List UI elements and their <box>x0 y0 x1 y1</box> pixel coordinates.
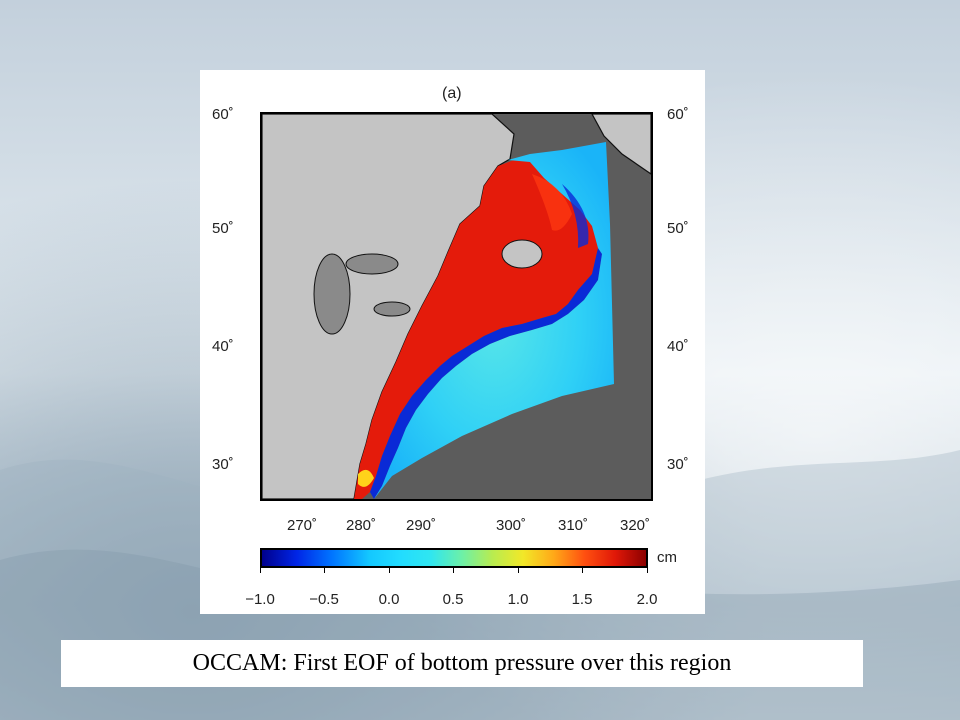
land-area <box>591 114 651 175</box>
lat-tick-left: 30˚ <box>212 456 234 473</box>
colorbar-tick-mark <box>453 568 454 573</box>
lon-tick: 320˚ <box>619 517 651 534</box>
colorbar-tick-mark <box>389 568 390 573</box>
lake-shape <box>345 253 399 275</box>
colorbar-tick-label: 2.0 <box>636 591 658 608</box>
lake-shape <box>373 301 411 317</box>
lon-tick: 270˚ <box>286 517 318 534</box>
colorbar-tick-label: −0.5 <box>309 591 339 608</box>
colorbar-unit: cm <box>657 549 677 566</box>
slide-caption: OCCAM: First EOF of bottom pressure over… <box>61 640 863 687</box>
lon-tick: 280˚ <box>345 517 377 534</box>
lat-tick-right: 50˚ <box>667 220 689 237</box>
colorbar-tick-label: 1.0 <box>507 591 529 608</box>
colorbar-tick-mark <box>647 568 648 573</box>
colorbar <box>260 548 648 568</box>
lat-tick-left: 40˚ <box>212 338 234 355</box>
colorbar-tick-mark <box>582 568 583 573</box>
lake-shape <box>313 253 351 335</box>
coastal-high-band <box>354 158 598 499</box>
coastal-high-spot <box>358 469 374 487</box>
bottom-pressure-map <box>260 112 653 501</box>
eddy-patch <box>562 184 589 248</box>
lat-tick-left: 60˚ <box>212 106 234 123</box>
panel-label: (a) <box>442 85 462 102</box>
map-figure: (a) 60˚ 50˚ 40˚ 30˚ 60˚ 50˚ 40˚ 30˚ <box>200 70 705 614</box>
lon-tick: 290˚ <box>405 517 437 534</box>
deep-ocean-area <box>374 142 614 499</box>
island-shape <box>501 239 543 269</box>
colorbar-tick-label: −1.0 <box>245 591 275 608</box>
lon-tick: 300˚ <box>495 517 527 534</box>
lon-tick: 310˚ <box>557 517 589 534</box>
lat-tick-left: 50˚ <box>212 220 234 237</box>
eddy-patch <box>532 174 572 231</box>
colorbar-tick-mark <box>260 568 261 573</box>
colorbar-tick-mark <box>518 568 519 573</box>
colorbar-tick-mark <box>324 568 325 573</box>
colorbar-tick-label: 0.5 <box>442 591 464 608</box>
lat-tick-right: 60˚ <box>667 106 689 123</box>
lat-tick-right: 40˚ <box>667 338 689 355</box>
lat-tick-right: 30˚ <box>667 456 689 473</box>
colorbar-tick-label: 0.0 <box>378 591 400 608</box>
colorbar-tick-label: 1.5 <box>571 591 593 608</box>
